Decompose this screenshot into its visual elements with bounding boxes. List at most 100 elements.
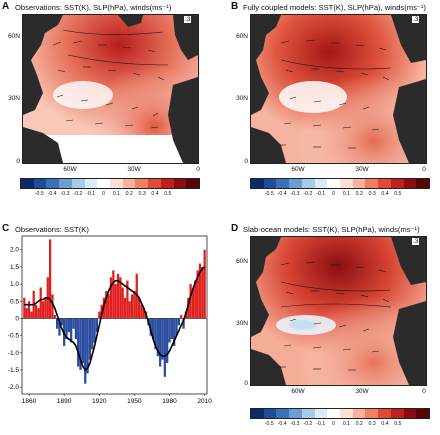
sst-bar [30, 311, 33, 319]
ref-vector-a: .3 [184, 16, 192, 23]
lon-label: 30W [355, 388, 369, 395]
sst-bar [130, 294, 134, 319]
sst-bar [128, 301, 131, 319]
ref-vector-d: .3 [412, 238, 420, 245]
colorbar-swatch [263, 409, 277, 418]
colorbar-swatch [33, 179, 47, 188]
colorbar-swatch [403, 409, 417, 418]
colorbar-tick-label: -0.4 [277, 421, 287, 427]
sst-bar [159, 318, 162, 367]
colorbar-tick-label: -0.3 [290, 191, 300, 197]
panel-a: A Observations: SST(K), SLP(hPa), winds(… [0, 0, 220, 215]
colorbar-tick-label: 0.3 [368, 191, 376, 197]
sst-bar [182, 318, 185, 329]
lat-label: 60N [236, 258, 248, 265]
sst-bar [39, 287, 42, 319]
colorbar-tick-label: 0.5 [394, 421, 402, 427]
colorbar-swatch [84, 179, 98, 188]
sst-bar [88, 318, 92, 360]
sst-bar [58, 318, 61, 336]
sst-bar [77, 318, 80, 367]
sst-bar [25, 308, 28, 319]
colorbar-swatch [160, 179, 174, 188]
sst-bar [135, 273, 138, 319]
sst-bar [84, 318, 87, 384]
sst-bar [70, 318, 73, 343]
sst-bar [187, 297, 190, 319]
sst-bar [161, 318, 164, 360]
colorbar-tick-label: 0.4 [151, 191, 159, 197]
colorbar-tick-label: 0 [332, 191, 336, 197]
colorbar-tick-label: 0.2 [125, 191, 133, 197]
colorbar-tick-label: 0 [332, 421, 336, 427]
colorbar-swatch [352, 179, 366, 188]
y-tick-label: 0.5 [10, 298, 19, 305]
y-tick-label: 0 [15, 315, 19, 322]
sst-bar [198, 263, 202, 319]
smoothed-line [24, 266, 206, 372]
sst-bar [201, 266, 204, 319]
panel-label-a: A [2, 1, 10, 12]
y-tick-label: -0.5 [8, 333, 20, 340]
colorbar-swatch [289, 409, 302, 418]
sst-bar [154, 318, 157, 350]
panel-label-d: D [231, 223, 239, 234]
colorbar-tick-label: 0 [102, 191, 106, 197]
colorbar-tick-label: 0.5 [394, 191, 402, 197]
colorbar-swatch [378, 409, 391, 418]
sst-bar [79, 318, 82, 370]
sst-bar [168, 318, 171, 343]
colorbar-tick-label: -0.3 [60, 191, 70, 197]
sst-bar [107, 294, 110, 319]
colorbar-swatch [97, 179, 111, 188]
sst-bar [196, 270, 199, 319]
colorbar-b [250, 178, 430, 189]
sst-bar [180, 315, 183, 319]
sst-bar [133, 290, 136, 319]
colorbar-tick-label: 0.2 [355, 421, 363, 427]
panel-d: D Slab-ocean models: SST(K), SLP(hPa), w… [220, 218, 440, 435]
sst-bar [109, 277, 113, 319]
sst-bar [105, 290, 108, 319]
colorbar-tick-label: 0.3 [368, 421, 376, 427]
ref-vector-b: .3 [412, 16, 420, 23]
panel-c: C Observations: SST(K) 2.0 1.5 1.0 0.5 0 -0.5… [0, 218, 220, 435]
sst-bar [41, 301, 45, 319]
lon-label: 60W [291, 388, 305, 395]
y-tick-label: 1.5 [10, 264, 19, 271]
sst-bar [53, 315, 56, 319]
colorbar-swatch [110, 179, 123, 188]
colorbar-tick-label: -0.4 [47, 191, 57, 197]
colorbar-tick-label: 0.1 [112, 191, 121, 197]
sst-bar [156, 318, 159, 357]
y-tick-label: 2.0 [10, 247, 19, 254]
colorbar-swatch [59, 179, 72, 188]
sst-bar [170, 318, 174, 340]
colorbar-tick-label: -0.1 [316, 191, 326, 197]
sst-bar [98, 311, 101, 319]
colorbar-labels-a: -0.5 -0.4 -0.3 -0.2 -0.1 0 0.1 0.2 0.3 0.4 0.5 [20, 191, 200, 199]
colorbar-swatch [314, 179, 328, 188]
sst-bar [189, 284, 192, 319]
y-tick-label: 1.0 [10, 281, 19, 288]
sst-bar [194, 280, 197, 319]
panel-label-c: C [2, 223, 10, 234]
colorbar-labels-b: -0.5 -0.4 -0.3 -0.2 -0.1 0 0.1 0.2 0.3 0.4 0.5 [250, 191, 430, 199]
sst-bar [121, 287, 124, 319]
sst-bar [65, 318, 68, 340]
colorbar-tick-label: -0.2 [303, 191, 313, 197]
colorbar-swatch [263, 179, 277, 188]
panel-b: B Fully coupled models: SST(K), SLP(hPa)… [220, 0, 440, 215]
sst-bar [91, 318, 94, 350]
colorbar-tick-label: -0.2 [303, 421, 313, 427]
y-tick-label: -1.0 [8, 350, 20, 357]
colorbar-tick-label: 0.3 [138, 191, 146, 197]
sst-bar [23, 297, 26, 319]
lon-label: 60W [291, 166, 305, 173]
colorbar-swatch [416, 409, 430, 418]
sst-bar [191, 287, 195, 319]
y-tick-label: -1.5 [8, 367, 20, 374]
colorbar-swatch [173, 179, 187, 188]
x-tick-label: 2010 [197, 398, 212, 405]
colorbar-swatch [314, 409, 328, 418]
